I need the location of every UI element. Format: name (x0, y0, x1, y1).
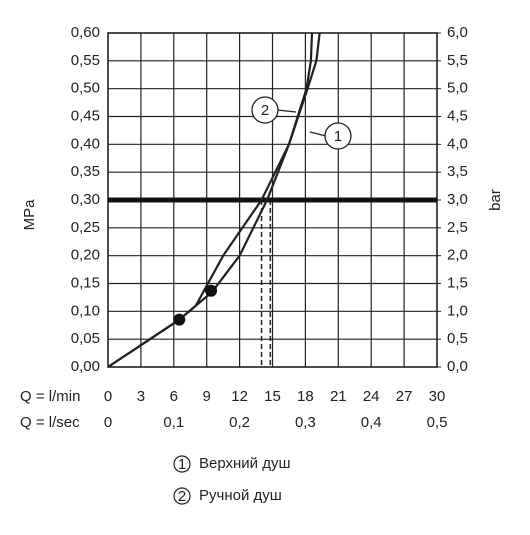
y2-tick-label: 4,5 (447, 107, 468, 124)
callout-number: 1 (334, 128, 342, 145)
y2-tick-label: 1,5 (447, 274, 468, 291)
y2-tick-label: 1,0 (447, 302, 468, 319)
x-tick-label: 6 (170, 388, 178, 405)
y-tick-label: 0,40 (71, 135, 100, 152)
y-tick-label: 0,20 (71, 247, 100, 264)
legend-number: 2 (178, 488, 186, 505)
y-tick-label: 0,45 (71, 107, 100, 124)
point (205, 284, 218, 297)
x2-tick-label: 0,1 (163, 414, 184, 431)
x2-tick-label: 0,5 (427, 414, 448, 431)
y-tick-label: 0,05 (71, 330, 100, 347)
y-tick-label: 0,35 (71, 163, 100, 180)
point (173, 313, 186, 326)
x-tick-label: 27 (396, 388, 413, 405)
y2-tick-label: 4,0 (447, 135, 468, 152)
x-tick-label: 12 (231, 388, 248, 405)
x-tick-label: 21 (330, 388, 347, 405)
x-tick-label: 18 (297, 388, 314, 405)
x-tick-label: 3 (137, 388, 145, 405)
callout-circle (324, 122, 352, 150)
x-tick-label: 0 (104, 388, 112, 405)
y-tick-label: 0,10 (71, 302, 100, 319)
y2-axis-label: bar (487, 189, 504, 211)
x-tick-label: 9 (203, 388, 211, 405)
series-line (107, 32, 314, 368)
y-tick-label: 0,60 (71, 24, 100, 41)
x-tick-label: 15 (264, 388, 281, 405)
y2-tick-label: 2,5 (447, 219, 468, 236)
legend-label: Верхний душ (199, 455, 291, 472)
x2-tick-label: 0,4 (361, 414, 382, 431)
y2-tick-label: 2,0 (447, 247, 468, 264)
x2-tick-label: 0 (104, 414, 112, 431)
y-tick-label: 0,50 (71, 80, 100, 97)
y-tick-label: 0,15 (71, 274, 100, 291)
x2-axis-label: Q = l/sec (20, 414, 80, 431)
y-tick-label: 0,55 (71, 52, 100, 69)
x-tick-label: 30 (429, 388, 446, 405)
y2-tick-label: 5,5 (447, 52, 468, 69)
y2-tick-label: 3,5 (447, 163, 468, 180)
legend-number: 1 (178, 456, 186, 473)
legend-circle (173, 455, 191, 473)
callout-leader (309, 131, 327, 137)
callout-number: 2 (261, 102, 269, 119)
callout-circle (251, 96, 279, 124)
y2-tick-label: 6,0 (447, 24, 468, 41)
y2-tick-label: 0,0 (447, 358, 468, 375)
y2-tick-label: 0,5 (447, 330, 468, 347)
x-tick-label: 24 (363, 388, 380, 405)
y2-tick-label: 3,0 (447, 191, 468, 208)
y2-tick-label: 5,0 (447, 80, 468, 97)
callout-leader (276, 109, 297, 113)
y-tick-label: 0,25 (71, 219, 100, 236)
x-axis-label: Q = l/min (20, 388, 80, 405)
legend-circle (173, 487, 191, 505)
y-tick-label: 0,00 (71, 358, 100, 375)
y-axis-label: MPa (21, 199, 38, 231)
legend-label: Ручной душ (199, 487, 282, 504)
x2-tick-label: 0,3 (295, 414, 316, 431)
y-tick-label: 0,30 (71, 191, 100, 208)
x2-tick-label: 0,2 (229, 414, 250, 431)
